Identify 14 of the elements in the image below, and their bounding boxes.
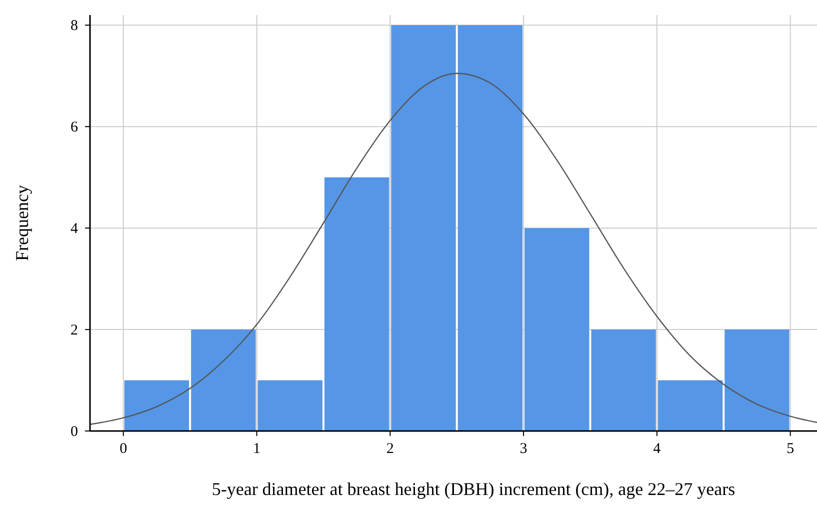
x-tick-label: 3: [520, 441, 528, 457]
y-tick-label: 4: [70, 221, 78, 238]
y-tick-label: 8: [70, 18, 78, 34]
y-tick-label: 0: [70, 424, 78, 440]
line-series: [90, 72, 817, 426]
x-tick-label: 1: [252, 441, 260, 457]
y-axis-title: Frequency: [12, 185, 32, 261]
x-tick-label: 0: [120, 441, 128, 457]
x-tick-label: 5: [786, 441, 794, 457]
y-tick-label: 2: [70, 322, 78, 339]
y-tick-label: 6: [70, 120, 78, 136]
x-axis-title: 5-year diameter at breast height (DBH) increment (cm), age 22–27 years: [212, 479, 736, 499]
x-tick-label: 2: [386, 441, 394, 457]
x-tick-label: 4: [653, 441, 662, 457]
